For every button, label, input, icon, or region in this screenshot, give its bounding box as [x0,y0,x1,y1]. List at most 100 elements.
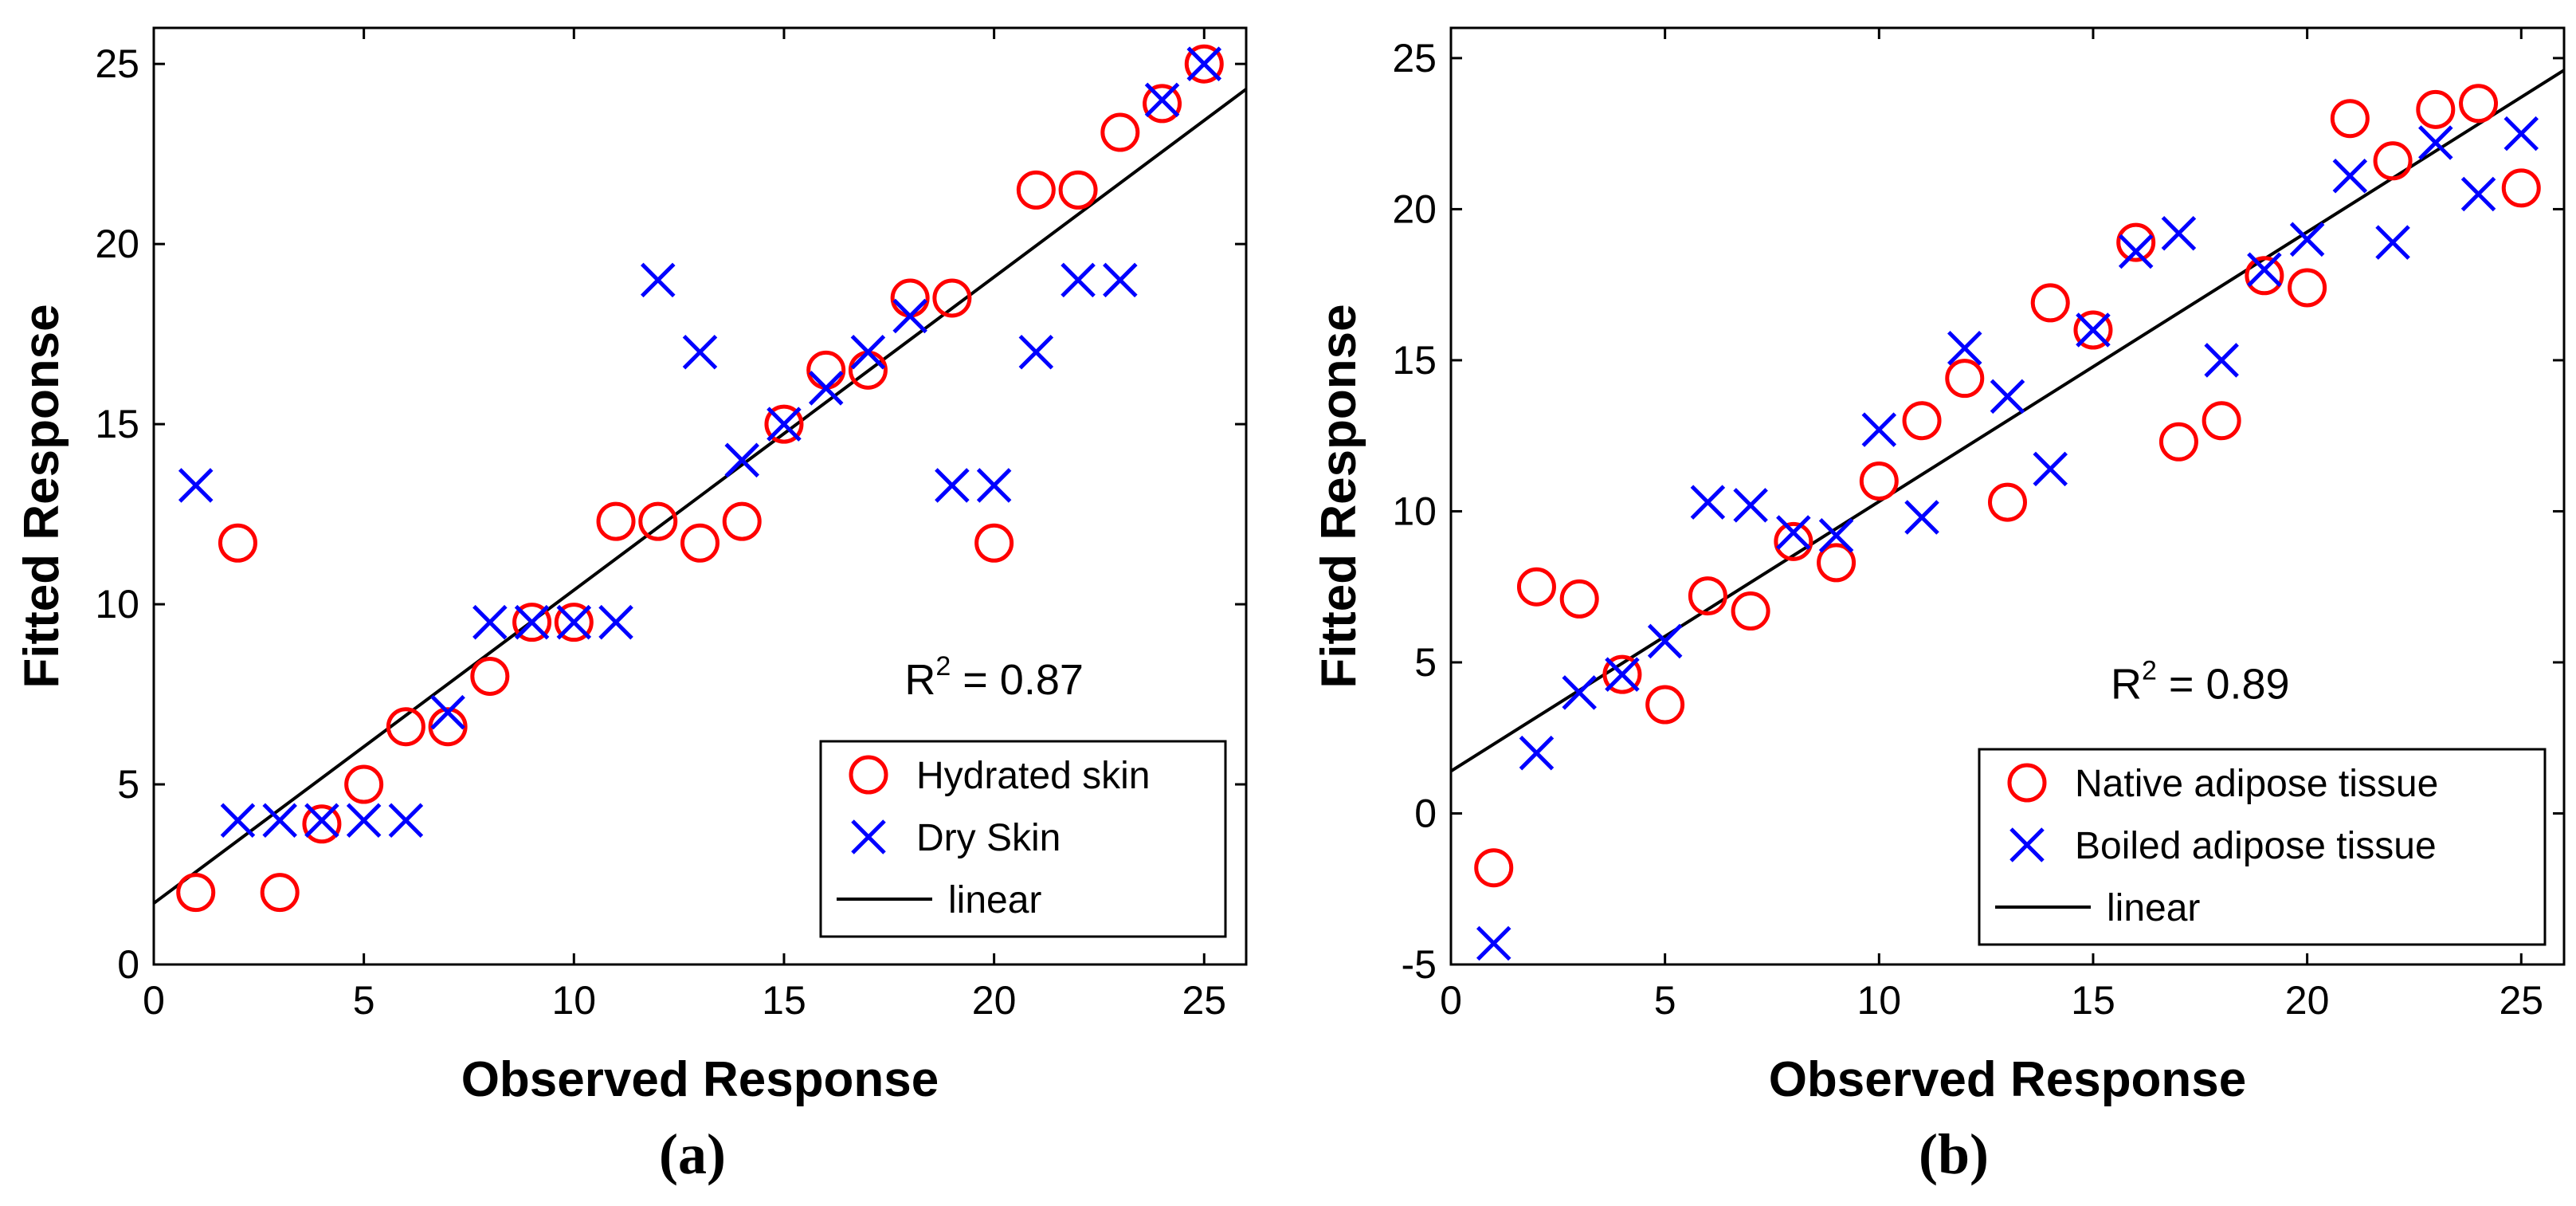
x-axis-label: Observed Response [1769,1052,2247,1107]
y-tick-label: 0 [117,942,139,987]
data-point-circle [554,603,594,642]
data-point-cross [767,407,802,442]
data-point-circle [1945,359,1985,399]
data-point-cross [1186,46,1222,81]
data-point-circle [428,707,468,747]
legend-box [819,740,1227,938]
data-point-circle [1516,567,1556,607]
data-point-cross [1647,623,1683,659]
data-point-cross [2375,225,2410,260]
data-point-cross [1476,925,1511,961]
data-point-circle [932,278,972,318]
y-tick-label: 15 [1392,338,1437,383]
data-point-cross [388,803,424,838]
data-point-circle [2158,422,2198,462]
data-point-cross [1018,334,1054,370]
data-point-cross [1061,262,1096,298]
x-tick-label: 10 [551,978,596,1023]
data-point-cross [1818,518,1854,553]
data-point-cross [2247,252,2282,287]
data-point-circle [1859,462,1899,501]
data-point-circle [2073,310,2113,350]
panel-label: (a) [659,1122,726,1186]
legend-label: Native adipose tissue [2075,763,2438,805]
data-point-circle [176,873,216,913]
data-point-cross [1776,515,1811,550]
data-point-cross [2460,176,2496,212]
data-point-cross [2161,215,2197,251]
data-point-cross [850,334,886,370]
data-point-circle [2373,141,2413,181]
data-point-cross [1733,488,1768,523]
data-point-cross [178,468,214,503]
data-point-cross [892,298,927,334]
data-point-circle [596,501,636,541]
data-point-cross [808,371,844,406]
y-tick-label: 10 [1392,489,1437,533]
data-point-cross [724,442,759,478]
data-point-cross [2118,234,2154,269]
data-point-circle [2416,89,2456,129]
data-point-cross [556,604,592,640]
data-point-circle [386,707,425,747]
data-point-circle [260,873,300,913]
data-point-circle [1016,170,1056,210]
data-point-cross [641,262,676,298]
y-tick-label: -5 [1402,942,1437,987]
data-point-cross [1103,262,1138,298]
data-point-cross [472,604,508,640]
panel-a: 0 5 10 15 20 25 0 5 10 15 20 25 Observed Response Fit… [14,26,1248,1186]
data-point-cross [2033,451,2068,487]
x-tick-label: 10 [1857,978,1901,1023]
data-point-circle [1184,44,1224,84]
data-point-cross [2289,222,2325,257]
y-tick-label: 5 [117,762,139,807]
fit-line [152,88,1248,905]
data-point-cross [1990,379,2025,414]
legend-marker [851,819,886,854]
data-point-circle [1988,482,2027,522]
data-point-circle [1817,543,1857,583]
data-point-cross [220,803,256,838]
data-point-circle [1645,685,1685,725]
data-point-cross [1861,412,1897,447]
data-point-cross [262,803,297,838]
data-point-circle [1559,579,1599,619]
data-point-cross [1690,485,1726,520]
data-point-circle [2202,401,2241,441]
data-point-circle [1688,576,1727,616]
data-point-circle [764,404,804,444]
legend-marker [849,755,888,795]
data-point-cross [598,604,633,640]
y-tick-label: 25 [95,41,139,86]
y-tick-label: 25 [1392,36,1437,81]
data-point-cross [430,694,465,730]
data-point-circle [2030,283,2070,323]
y-tick-label: 10 [95,582,139,627]
data-point-circle [1602,654,1642,694]
data-point-circle [722,501,762,541]
data-point-cross [1904,500,1939,535]
x-tick-label: 25 [2499,978,2543,1023]
x-tick-label: 0 [1440,978,1462,1023]
legend-label: Boiled adipose tissue [2075,825,2437,867]
data-point-circle [1774,521,1813,561]
data-point-circle [2501,168,2541,208]
x-axis-label: Observed Response [461,1052,939,1107]
legend-marker [2009,827,2045,862]
data-point-circle [974,523,1014,563]
data-point-circle [2330,99,2370,139]
y-tick-label: 15 [95,402,139,446]
data-point-circle [218,523,257,563]
y-tick-label: 0 [1414,791,1437,835]
fit-line [1449,69,2566,773]
data-point-cross [2204,343,2239,378]
data-point-cross [1605,657,1640,692]
data-point-circle [470,656,510,696]
y-tick-label: 5 [1414,640,1437,685]
x-tick-label: 15 [762,978,806,1023]
legend-label: linear [948,879,1041,921]
data-point-circle [680,523,719,563]
r-squared-annotation: R2 = 0.89 [2111,655,2290,708]
